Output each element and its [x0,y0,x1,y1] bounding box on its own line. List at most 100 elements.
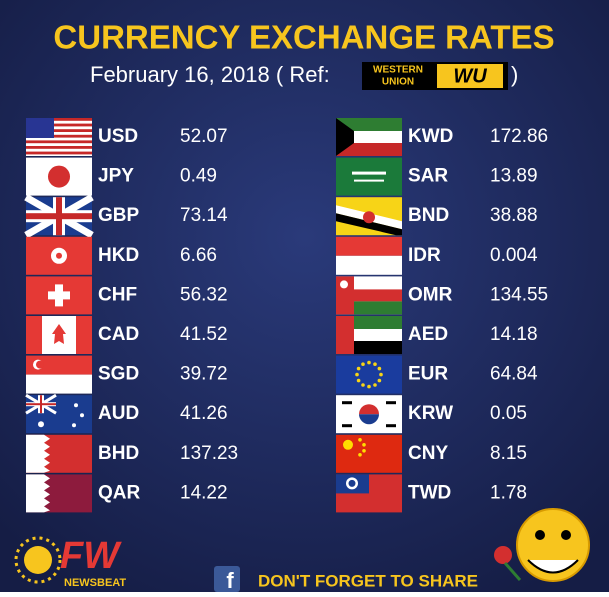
flag-part [26,474,50,513]
flag-part [26,123,92,127]
logo-top: WESTERN [373,65,423,76]
rate-row: AUD 41.26 [25,393,228,434]
flag-part [356,366,361,371]
flag-part [56,252,62,259]
flag-part [76,316,92,354]
flag-part [336,213,402,236]
flag-part [26,118,92,121]
flag-part [26,146,92,149]
currency-code: SGD [98,364,139,385]
flag-part [336,157,402,196]
currency-code: JPY [98,166,134,187]
currency-rate: 41.26 [180,403,228,424]
currency-code: AED [408,324,448,345]
currency-code: SAR [408,166,448,187]
rate-row: SAR 13.89 [336,157,538,196]
flag-part [358,453,362,457]
currency-rate: 14.18 [490,324,538,345]
flag-part [52,324,66,344]
currency-rate: 39.72 [180,364,228,385]
currency-code: OMR [408,284,453,305]
flag-part [74,403,78,408]
flag-part [377,378,382,383]
flag [26,118,92,156]
currency-rate: 41.52 [180,324,228,345]
flag-part [336,236,402,256]
flag [336,474,402,513]
flag-part [354,289,402,302]
currency-code: KRW [408,403,453,424]
flag [336,276,402,315]
currency-code: CHF [98,284,137,305]
flag-part [26,134,92,138]
rate-row: BND 38.88 [336,197,538,236]
wu-logo: WESTERN UNION WU [362,62,508,90]
flag-part [373,362,377,367]
currency-code: KWD [408,126,453,147]
flag-part [361,383,365,387]
rate-row: TWD 1.78 [336,474,527,513]
flag-part [80,413,84,418]
flag-part [38,421,44,428]
currency-rate: 6.66 [180,245,217,266]
currency-rate: 52.07 [180,126,228,147]
currency-rate: 134.55 [490,284,548,305]
currency-code: CNY [408,443,448,464]
currency-code: TWD [408,482,451,503]
flag [26,434,92,473]
flag-part [373,383,377,387]
flag [336,434,402,473]
rate-row: JPY 0.49 [26,157,217,196]
currency-rate: 0.49 [180,166,217,187]
flag [26,276,92,315]
flag-part [342,401,352,405]
share: DON'T FORGET TO SHARE [258,571,478,590]
flag [25,393,92,434]
flag-part [26,129,92,132]
flag-part [379,372,383,377]
currency-code: EUR [408,364,448,385]
currency-rate: 0.004 [490,245,538,266]
title: CURRENCY EXCHANGE RATES [53,19,554,56]
flag [24,194,94,239]
currency-rate: 1.78 [490,482,527,503]
flag-part [354,341,402,354]
rate-row: HKD 6.66 [26,236,217,275]
rate-row: KRW 0.05 [336,395,527,434]
currency-code: QAR [98,482,141,503]
currency-code: BND [408,205,449,226]
currency-rate: 137.23 [180,443,238,464]
flag-part [354,301,402,315]
rate-row: AED 14.18 [336,316,538,354]
flag-part [359,414,379,425]
flag-part [72,423,76,428]
flag [26,236,92,275]
rate-row: CAD 41.52 [26,316,228,354]
currency-rate: 8.15 [490,443,527,464]
date-close: ) [511,62,518,87]
currency-rate: 172.86 [490,126,548,147]
flag-part [340,280,348,289]
currency-code: GBP [98,205,140,226]
rate-row: SGD 39.72 [26,355,228,394]
rate-row: QAR 14.22 [26,474,228,513]
currency-rate: 14.22 [180,482,228,503]
logo-mark: WU [453,65,487,87]
currency-code: BHD [98,443,139,464]
flag-part [358,438,362,442]
flag-part [336,316,354,354]
currency-rate: 38.88 [490,205,538,226]
flag-part [362,443,366,447]
flag-part [354,329,402,341]
flag [336,157,402,196]
flag-part [26,140,92,144]
flag-part [352,171,386,175]
flag-part [336,118,402,131]
rate-row: KWD 172.86 [336,118,548,156]
flag-part [356,378,361,383]
currency-rate: 13.89 [490,166,538,187]
flag-part [336,255,402,275]
flag-part [26,434,50,473]
flag-part [359,404,379,415]
